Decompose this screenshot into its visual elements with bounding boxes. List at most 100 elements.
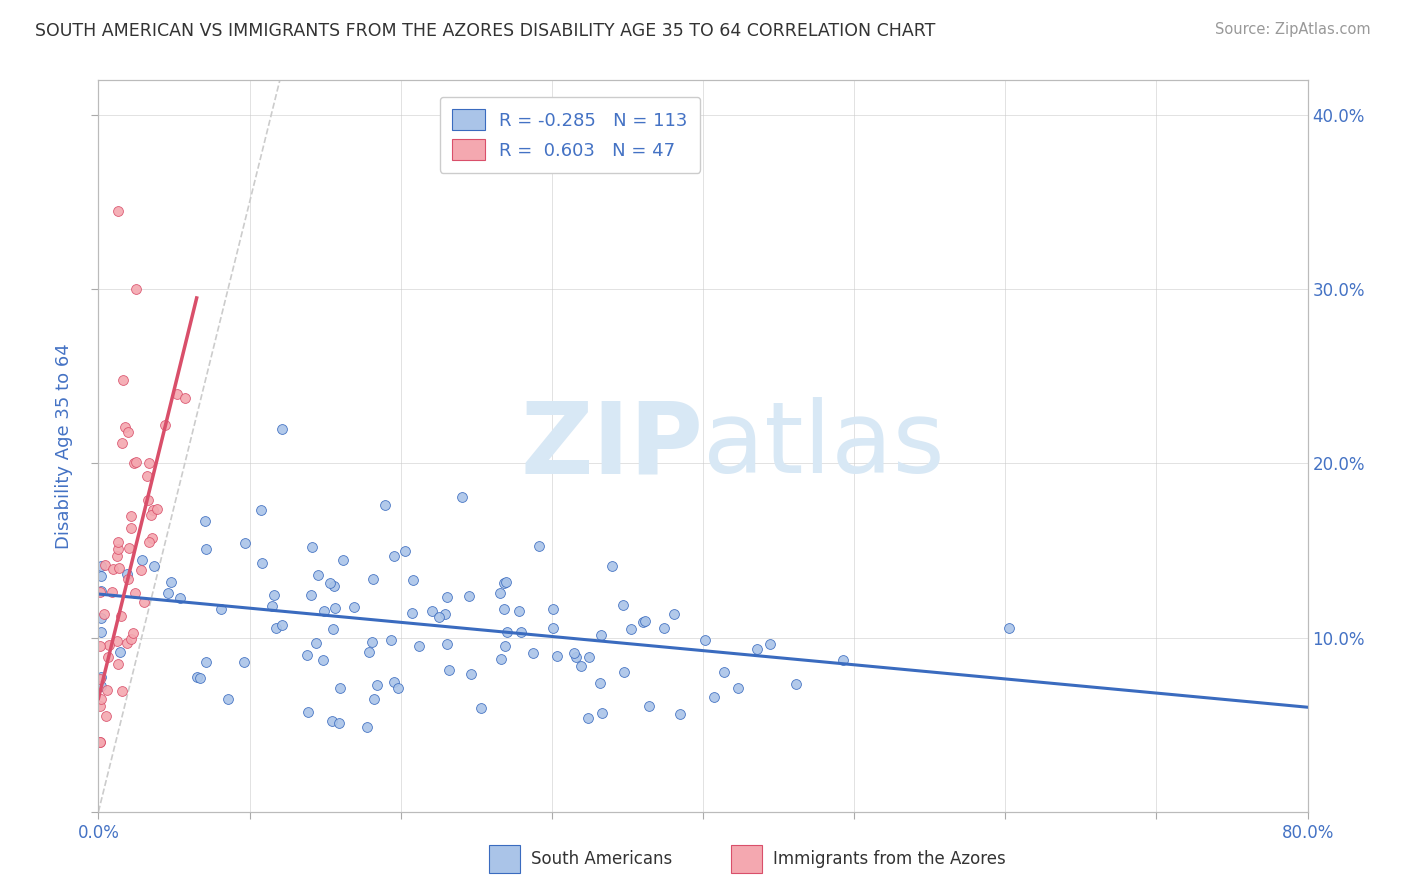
Point [401,606,423,620]
Point [437,663,460,677]
Point [321,714,343,728]
Point [96,682,118,697]
Point [195,541,218,556]
Point [166,387,188,401]
Point [427,609,450,624]
Point [332,553,354,567]
Point [713,665,735,679]
Point [107,534,129,549]
Point [576,710,599,724]
Point [89,735,111,749]
FancyBboxPatch shape [489,845,520,872]
Point [387,681,409,695]
Point [322,622,344,636]
Point [634,615,657,629]
Point [120,508,142,523]
Point [111,436,134,450]
Point [652,621,675,635]
Point [492,576,515,591]
Point [142,502,165,516]
Point [129,564,152,578]
Point [307,568,329,582]
Point [105,549,128,563]
Point [638,698,661,713]
Point [451,490,474,504]
Point [323,600,346,615]
Point [260,599,283,613]
Point [173,391,195,405]
Point [146,502,169,516]
Point [252,557,274,571]
Point [613,665,636,680]
Point [366,678,388,692]
Point [107,657,129,672]
Point [662,607,685,622]
Point [188,671,211,685]
Point [495,574,517,589]
Point [112,373,135,387]
Point [89,735,111,749]
Point [319,576,342,591]
FancyBboxPatch shape [731,845,762,872]
Point [565,650,588,665]
Point [135,468,157,483]
Point [434,607,457,622]
Point [217,691,239,706]
Point [122,456,145,470]
Point [110,608,132,623]
Point [785,676,807,690]
Point [295,648,318,663]
Point [93,558,115,572]
Point [157,586,180,600]
Point [527,539,550,553]
Point [361,572,384,586]
Point [186,670,208,684]
Point [342,599,364,614]
Point [312,653,335,667]
Point [90,610,112,624]
Y-axis label: Disability Age 35 to 64: Disability Age 35 to 64 [55,343,73,549]
Point [522,646,544,660]
Point [496,625,519,640]
Point [131,552,153,566]
Point [125,282,148,296]
Point [117,572,139,586]
Point [357,645,380,659]
Point [693,632,716,647]
Point [108,561,131,575]
Point [263,588,285,602]
Point [612,598,634,612]
Point [90,569,112,583]
Point [108,645,131,659]
Point [420,604,443,618]
Point [94,709,117,723]
Point [90,691,112,706]
Point [374,498,396,512]
Point [114,419,136,434]
Point [631,615,654,629]
Point [89,672,111,686]
Point [233,655,256,669]
Point [194,655,217,669]
Point [89,698,111,713]
Point [541,601,564,615]
Point [233,536,256,550]
Point [107,203,129,218]
Point [90,679,112,693]
Point [169,591,191,606]
Point [209,602,232,616]
Point [194,515,217,529]
Text: Immigrants from the Azores: Immigrants from the Azores [773,849,1007,868]
Point [328,716,350,731]
Point [668,706,690,721]
Point [117,425,139,439]
Point [125,455,148,469]
Point [250,503,273,517]
Point [436,637,458,651]
Point [97,649,120,664]
Point [460,667,482,681]
Point [98,638,121,652]
Point [138,456,160,470]
Point [266,621,288,635]
Point [323,579,346,593]
